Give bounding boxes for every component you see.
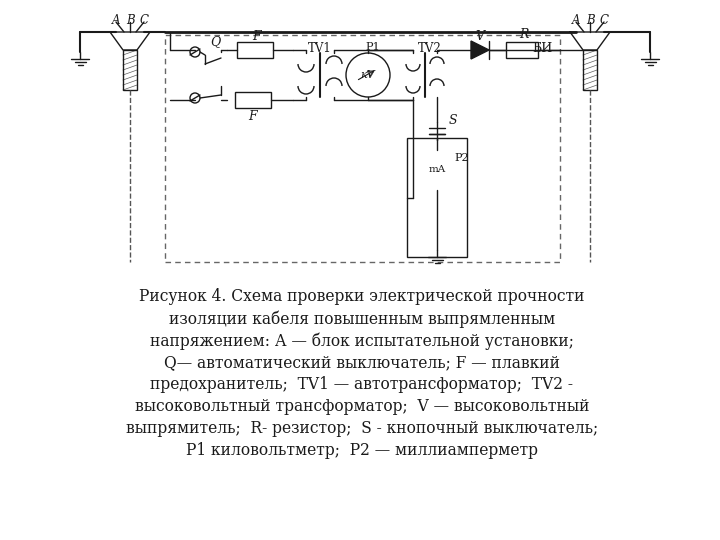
Text: R: R: [519, 29, 528, 42]
Text: выпрямитель;  R- резистор;  S - кнопочный выключатель;: выпрямитель; R- резистор; S - кнопочный …: [126, 420, 598, 437]
Text: P1: P1: [366, 42, 380, 52]
Text: Рисунок 4. Схема проверки электрической прочности: Рисунок 4. Схема проверки электрической …: [139, 288, 585, 305]
Polygon shape: [570, 32, 610, 50]
Text: P2: P2: [455, 153, 469, 163]
Text: B: B: [126, 14, 135, 26]
Text: A: A: [112, 14, 120, 26]
Bar: [583, 50, 597, 90]
Text: A: A: [572, 14, 580, 26]
Bar: [506, 42, 538, 58]
Text: C: C: [140, 14, 148, 26]
Bar: [407, 138, 467, 257]
Polygon shape: [471, 41, 489, 59]
Circle shape: [190, 47, 200, 57]
Text: TV1: TV1: [308, 42, 332, 55]
Text: B: B: [585, 14, 594, 26]
Text: кV: кV: [361, 70, 375, 80]
Bar: [123, 50, 137, 90]
Circle shape: [190, 93, 200, 103]
Text: Q— автоматический выключатель; F — плавкий: Q— автоматический выключатель; F — плавк…: [164, 354, 560, 371]
Text: БИ: БИ: [532, 42, 552, 55]
Polygon shape: [110, 32, 150, 50]
Bar: [165, 35, 560, 262]
Text: C: C: [600, 14, 608, 26]
Text: P1 киловольтметр;  P2 — миллиамперметр: P1 киловольтметр; P2 — миллиамперметр: [186, 442, 538, 459]
Text: предохранитель;  TV1 — автотрансформатор;  TV2 -: предохранитель; TV1 — автотрансформатор;…: [150, 376, 574, 393]
Text: F: F: [248, 110, 257, 123]
Text: V: V: [475, 30, 485, 43]
Text: F: F: [253, 30, 261, 43]
Text: TV2: TV2: [418, 42, 442, 55]
Bar: [235, 92, 271, 108]
Text: S: S: [449, 113, 457, 126]
Circle shape: [346, 53, 390, 97]
Text: Q: Q: [210, 36, 220, 49]
Text: напряжением: А — блок испытательной установки;: напряжением: А — блок испытательной уста…: [150, 332, 574, 349]
Text: mA: mA: [428, 165, 446, 174]
Circle shape: [417, 150, 457, 190]
Bar: [237, 42, 273, 58]
Text: высоковольтный трансформатор;  V — высоковольтный: высоковольтный трансформатор; V — высоко…: [135, 398, 589, 415]
Text: изоляции кабеля повышенным выпрямленным: изоляции кабеля повышенным выпрямленным: [169, 310, 555, 327]
